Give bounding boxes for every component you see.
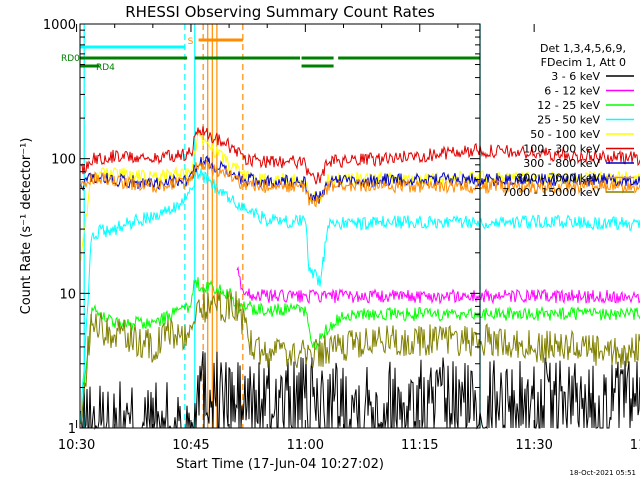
legend-label: 6 - 12 keV (544, 85, 600, 98)
y-tick-label: 1000 (43, 18, 76, 33)
legend-label: 300 - 800 keV (523, 157, 600, 170)
series-line (80, 126, 640, 185)
legend-label: 800 - 7000 keV (516, 172, 600, 185)
legend-label: 25 - 50 keV (537, 114, 600, 127)
series-line (80, 168, 640, 422)
legend: Det 1,3,4,5,6,9,FDecim 1, Att 03 - 6 keV… (502, 42, 634, 199)
series-line (80, 277, 640, 424)
series-line (80, 290, 640, 424)
y-axis-label: Count Rate (s⁻¹ detector⁻¹) (19, 138, 34, 315)
legend-label: 12 - 25 keV (537, 99, 600, 112)
x-axis-label: Start Time (17-Jun-04 10:27:02) (176, 457, 384, 472)
legend-label: 7000 - 15000 keV (502, 186, 600, 199)
legend-header: Det 1,3,4,5,6,9, (540, 42, 626, 55)
x-tick-label: 11:15 (401, 438, 438, 453)
axis-labels: 10:3010:4511:0011:1511:3011:4512:0011010… (43, 18, 640, 453)
series-line (80, 351, 640, 430)
legend-label: 50 - 100 keV (530, 128, 600, 141)
plot-frame (79, 23, 481, 429)
series-line (236, 266, 640, 305)
flag-label-s: S (188, 37, 194, 47)
legend-label: 100 - 300 keV (523, 143, 600, 156)
timestamp: 18-Oct-2021 05:51 (570, 469, 636, 477)
x-tick-label: 11:45 (630, 438, 640, 453)
plot-area: RD0 RD4 S (61, 24, 640, 430)
x-tick-label: 10:45 (172, 438, 209, 453)
series-line (80, 159, 640, 208)
legend-header: FDecim 1, Att 0 (541, 56, 626, 69)
flag-label-rd0: RD0 (61, 54, 80, 64)
legend-label: 3 - 6 keV (551, 70, 600, 83)
x-tick-label: 11:00 (287, 438, 324, 453)
y-tick-label: 100 (51, 153, 76, 168)
x-tick-label: 10:30 (58, 438, 95, 453)
x-tick-label: 11:30 (515, 438, 552, 453)
y-tick-label: 10 (59, 287, 76, 302)
y-tick-label: 1 (68, 422, 76, 437)
flag-label-rd4: RD4 (96, 63, 115, 73)
chart-title: RHESSI Observing Summary Count Rates (125, 3, 435, 21)
